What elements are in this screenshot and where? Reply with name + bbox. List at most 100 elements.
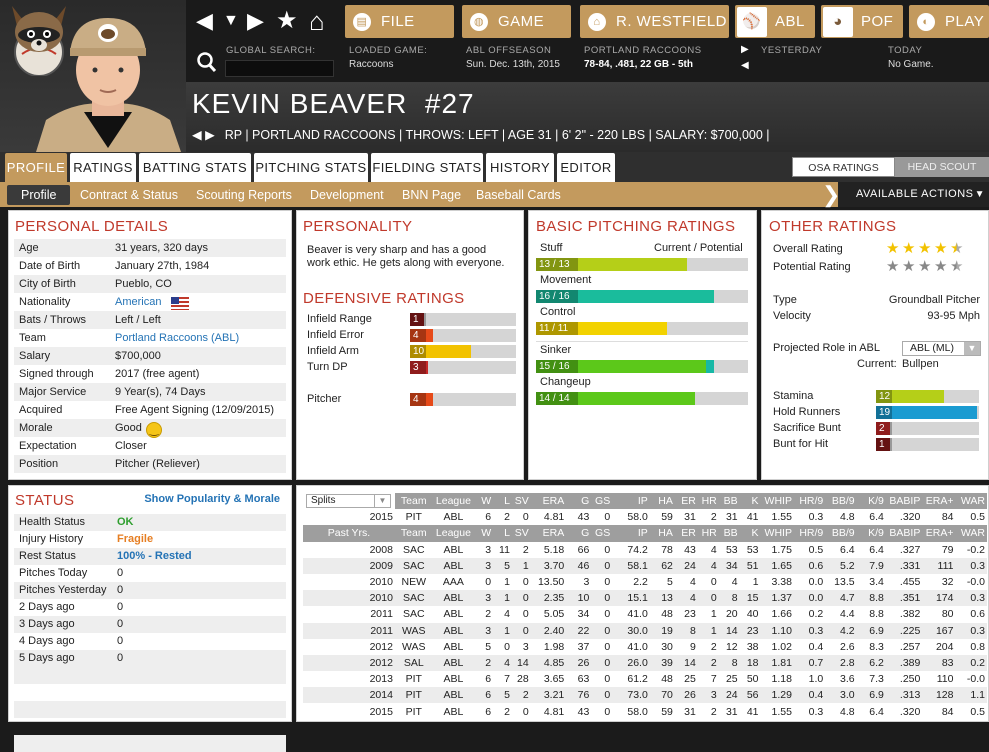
stats-cell: SV [511,493,531,510]
bar-fill [536,322,668,335]
row-background [14,275,286,293]
game-button[interactable]: ◍ GAME [462,5,571,38]
league-button[interactable]: ⚾ ABL [735,5,815,38]
pitching-bar: 15 / 16 [536,360,748,373]
stats-cell: 2015 [369,511,393,524]
tab-editor[interactable]: EDITOR [557,153,615,182]
stats-cell: WHIP [760,525,794,542]
personal-label: Bats / Throws [19,314,87,326]
available-actions-menu[interactable]: AVAILABLE ACTIONS ▼ [838,182,989,207]
tab-ratings[interactable]: RATINGS [70,153,136,182]
stats-row: 2009 SAC ABL 3 5 1 3.70 46 0 58.1 62 24 4 34 51 1.65 0.6… [303,557,987,574]
stats-cell: ABL [432,622,475,639]
stats-cell: 59 [661,511,673,524]
stats-cell: ABL [443,705,464,718]
stats-cell: 2 [697,654,719,672]
personal-value[interactable]: American [115,296,162,308]
stats-row: 2010 SAC ABL 3 1 0 2.35 10 0 15.1 13 4 0 8 15 1.37 0.0 4.… [303,590,987,607]
stats-cell: 4.8 [840,511,855,524]
stats-cell: 0.0 [808,576,824,589]
stats-cell: 43 [684,543,696,556]
defensive-ratings-title: DEFENSIVE RATINGS [303,290,465,307]
manager-button[interactable]: ⌂ R. WESTFIELD [580,5,729,38]
stats-cell: 48 [661,608,673,621]
subtab-profile[interactable]: Profile [7,185,71,205]
stats-cell: 14 [511,654,531,672]
tab-history[interactable]: HISTORY [486,153,554,182]
stats-cell: 1.37 [760,590,794,607]
stats-cell: 0.5 [970,511,985,524]
stats-cell: 3 [522,640,529,653]
row-background [14,667,286,684]
status-value: 0 [117,601,124,613]
tab-pitching-stats[interactable]: PITCHING STATS [254,153,368,182]
player-prev-next-icon[interactable]: ◀ ▶ [192,128,215,142]
stats-cell: 56 [739,687,761,704]
personal-value[interactable]: Portland Raccoons (ABL) [115,332,240,344]
stats-cell: 0.6 [793,557,826,574]
star-icon[interactable]: ★ [276,7,298,34]
stats-cell: 22 [566,622,592,639]
subtab-baseball-cards[interactable]: Baseball Cards [476,188,561,202]
yesterday-next-icon[interactable]: ▶ [741,44,749,55]
stats-cell: 40 [746,608,759,621]
tab-batting-stats[interactable]: BATTING STATS [139,153,251,182]
stats-cell: 1.18 [771,673,792,686]
name-bar [186,82,989,152]
file-button[interactable]: ▤ FILE [345,5,454,38]
splits-select[interactable]: Splits ▼ [306,494,391,508]
chevron-down-icon[interactable]: ▼ [223,12,239,29]
stats-cell: 41.0 [627,608,648,621]
stats-cell: League [432,493,475,510]
show-popularity-link[interactable]: Show Popularity & Morale [144,493,280,505]
osa-ratings-toggle[interactable]: OSA RATINGS [792,157,895,177]
stats-cell: GS [591,493,613,510]
stats-cell: 1.1 [955,687,987,704]
personal-value: Closer [115,440,147,452]
stats-cell: 2 [522,543,529,556]
home-icon[interactable]: ⌂ [309,6,325,36]
stats-cell: K [739,525,761,542]
projected-role-select[interactable]: ABL (ML) ▼ [902,341,981,356]
forward-icon[interactable]: ▶ [247,8,264,33]
tab-fielding-stats[interactable]: FIELDING STATS [371,153,483,182]
stats-cell: 41 [746,705,759,718]
search-icon[interactable] [196,50,218,74]
bar-value-chip [410,329,426,342]
stats-cell: 50 [746,673,759,686]
current-role-value: Bullpen [902,358,939,370]
team-button[interactable]: ◕ POF [821,5,903,38]
stats-cell: 34 [577,608,590,621]
stats-cell: BB [718,525,740,542]
subtab-development[interactable]: Development [310,188,384,202]
stats-cell: 11 [499,543,510,556]
stats-cell: 73.0 [612,687,650,704]
stats-cell: 28 [517,673,529,686]
stats-cell: 48 [661,673,673,686]
defensive-bar: 3 [410,361,516,374]
stats-cell: 0.3 [955,557,987,574]
stats-cell: .455 [899,576,921,589]
row-background [14,455,286,473]
stats-cell: 0 [522,511,529,524]
stats-cell: .389 [885,654,923,672]
stats-cell: 4.4 [840,608,855,621]
global-search-input[interactable] [225,60,334,77]
stats-cell: 0.3 [955,622,987,639]
tab-profile[interactable]: PROFILE [5,153,67,182]
stats-cell: 1 [493,622,512,639]
baseball-icon: ◐ [917,13,935,32]
stats-cell: 4.7 [825,590,857,607]
play-button[interactable]: ◐ PLAY [909,5,989,38]
subtab-scouting-reports[interactable]: Scouting Reports [196,188,292,202]
stats-cell: 43 [577,511,590,524]
subtab-contract-status[interactable]: Contract & Status [80,188,178,202]
yesterday-prev-icon[interactable]: ◀ [741,60,749,71]
bar-value-chip [536,360,578,373]
stats-cell: 1 [511,557,531,574]
stats-cell: 0 [591,622,613,639]
head-scout-toggle[interactable]: HEAD SCOUT [895,157,989,177]
bar-value-chip [876,406,892,419]
subtab-bnn-page[interactable]: BNN Page [402,188,462,202]
back-icon[interactable]: ◀ [196,8,213,33]
